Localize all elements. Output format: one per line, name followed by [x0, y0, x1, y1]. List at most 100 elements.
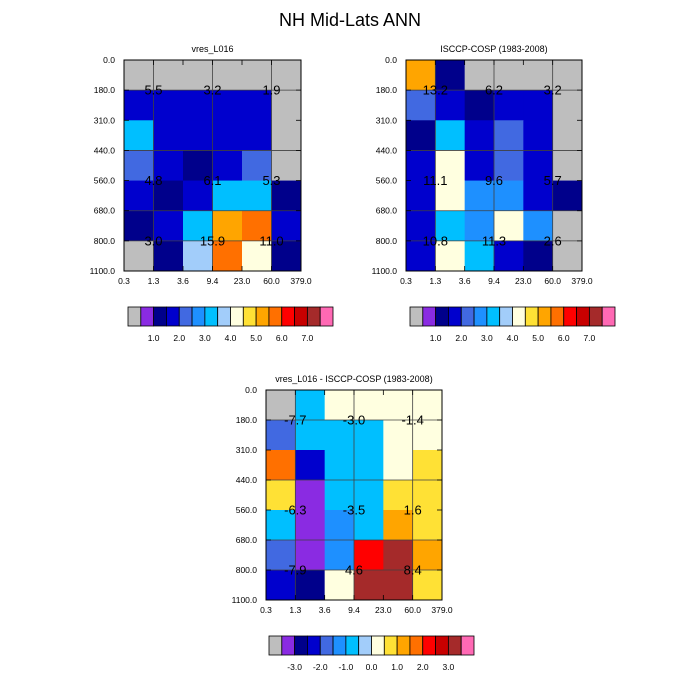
heatmap-cell	[354, 510, 384, 541]
heatmap-cell	[494, 180, 524, 212]
heatmap-cell	[383, 390, 414, 421]
heatmap-cell	[124, 180, 154, 212]
heatmap-cell	[242, 120, 272, 151]
y-tick-label: 800.0	[94, 236, 116, 246]
heatmap-cell	[271, 60, 302, 91]
heatmap-cell	[212, 240, 243, 272]
colorbar-swatch	[307, 635, 321, 656]
heatmap-cell	[153, 210, 184, 242]
colorbar-swatch	[383, 635, 398, 656]
colorbar-swatch	[319, 635, 334, 656]
heatmap-cell	[271, 240, 302, 272]
heatmap-cell	[494, 60, 524, 91]
heatmap-cell	[183, 240, 213, 272]
heatmap-cell	[464, 210, 495, 242]
heatmap-cell	[406, 90, 436, 121]
colorbar-swatch	[140, 306, 155, 327]
y-tick-label: 0.0	[245, 385, 257, 395]
heatmap-cell	[523, 240, 554, 272]
value-annotation: 4.8	[144, 173, 162, 188]
x-tick-label: 1.3	[289, 605, 301, 615]
heatmap-cell	[124, 210, 154, 242]
heatmap-cell	[354, 540, 384, 571]
colorbar-swatch	[345, 635, 360, 656]
heatmap-cell	[183, 60, 213, 91]
colorbar-swatch	[537, 306, 552, 327]
value-annotation: -7.9	[284, 563, 306, 578]
colorbar-swatch	[422, 635, 436, 656]
heatmap-cell	[523, 60, 554, 91]
heatmap-cell	[212, 60, 243, 91]
heatmap-cell	[435, 120, 466, 151]
colorbar-swatch	[281, 635, 296, 656]
value-annotation: 8.4	[404, 563, 422, 578]
heatmap-cell	[212, 210, 243, 242]
heatmap-cell	[435, 240, 466, 272]
heatmap-cell	[324, 540, 355, 571]
colorbar-swatch	[512, 306, 526, 327]
colorbar-label: 3.0	[481, 333, 493, 343]
value-annotation: 3.2	[544, 83, 562, 98]
value-annotation: 9.6	[485, 173, 503, 188]
value-annotation: 11.3	[482, 233, 506, 248]
heatmap-cell	[266, 510, 296, 541]
heatmap-cell	[383, 480, 414, 511]
heatmap-cell	[406, 150, 436, 182]
heatmap-cell	[324, 450, 355, 481]
heatmap-cell	[266, 390, 296, 421]
colorbar-swatch	[191, 306, 206, 327]
value-annotation: -1.4	[401, 413, 423, 428]
heatmap-cell	[523, 120, 554, 151]
x-tick-label: 9.4	[207, 276, 219, 286]
colorbar-swatch	[255, 306, 270, 327]
heatmap-cell	[242, 240, 272, 272]
colorbar-label: 1.0	[391, 662, 403, 672]
colorbar-swatch	[281, 306, 295, 327]
colorbar-swatch	[371, 635, 385, 656]
colorbar-swatch	[358, 635, 372, 656]
colorbar-label: 2.0	[455, 333, 467, 343]
colorbar: -3.0 -2.0 -1.0 0.0 1.0 2.0 3.0	[268, 635, 475, 672]
heatmap-panel-2: ISCCP-COSP (1983-2008) 0.3 1.3 3.6 9.4 23.0 60…	[372, 44, 616, 343]
heatmap-cell	[383, 510, 414, 541]
heatmap-cell	[412, 480, 443, 511]
y-tick-label: 310.0	[236, 445, 258, 455]
x-tick-label: 23.0	[515, 276, 532, 286]
y-tick-label: 560.0	[236, 505, 258, 515]
y-tick-label: 560.0	[376, 176, 398, 186]
x-tick-label: 0.3	[400, 276, 412, 286]
colorbar-swatch	[242, 306, 257, 327]
heatmap-cell	[324, 570, 355, 601]
colorbar-label: 4.0	[225, 333, 237, 343]
heatmap-cell	[124, 120, 154, 151]
colorbar-label: -1.0	[339, 662, 354, 672]
heatmap-cell	[435, 90, 466, 121]
heatmap-cell	[412, 570, 443, 601]
heatmap-cell	[552, 150, 583, 182]
colorbar-swatch	[230, 306, 244, 327]
y-tick-label: 180.0	[236, 415, 258, 425]
heatmap-cell	[212, 150, 243, 182]
heatmap-cell	[183, 210, 213, 242]
colorbar-swatch	[550, 306, 565, 327]
heatmap-cell	[552, 90, 583, 121]
heatmap-cell	[124, 60, 154, 91]
heatmap-cell	[383, 540, 414, 571]
heatmap-cell	[406, 120, 436, 151]
heatmap-cell	[295, 570, 326, 601]
heatmap-cell	[406, 210, 436, 242]
colorbar-swatch	[486, 306, 501, 327]
heatmap-cell	[271, 150, 302, 182]
colorbar-label: 3.0	[442, 662, 454, 672]
heatmap-cell	[295, 450, 326, 481]
heatmap-cell	[383, 570, 414, 601]
y-tick-label: 680.0	[376, 206, 398, 216]
x-tick-label: 9.4	[488, 276, 500, 286]
colorbar-swatch	[127, 306, 142, 327]
heatmap-cell	[523, 180, 554, 212]
y-tick-label: 800.0	[236, 565, 258, 575]
panel-title: ISCCP-COSP (1983-2008)	[440, 44, 547, 54]
colorbar-label: 7.0	[583, 333, 595, 343]
x-tick-label: 60.0	[544, 276, 561, 286]
